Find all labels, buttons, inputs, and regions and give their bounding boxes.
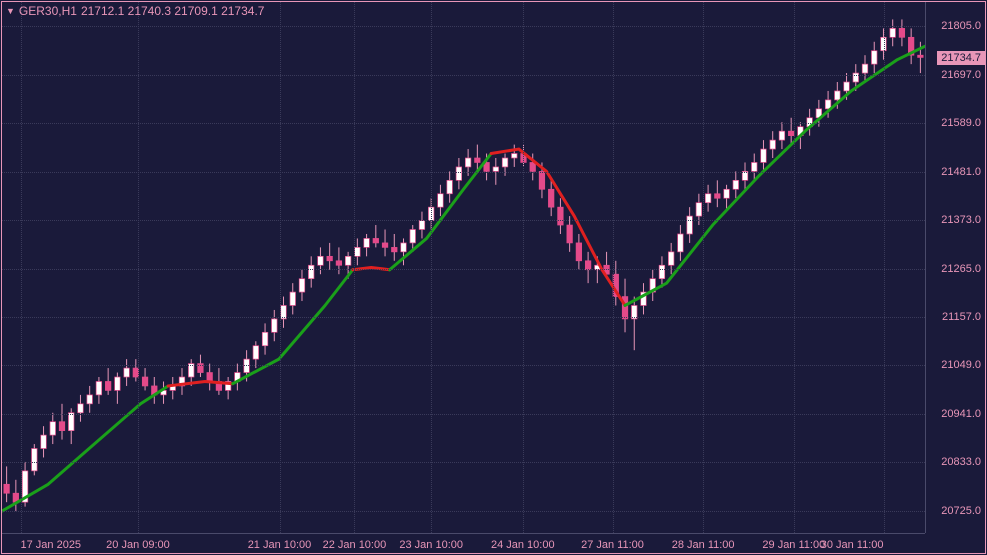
y-tick-label: 20941.0	[941, 408, 981, 420]
gridline-h	[2, 26, 925, 27]
ohlc-label: 21712.1 21740.3 21709.1 21734.7	[81, 4, 265, 18]
x-tick-label: 23 Jan 10:00	[399, 539, 463, 551]
gridline-h	[2, 269, 925, 270]
gridline-h	[2, 365, 925, 366]
gridline-h	[2, 462, 925, 463]
plot-area[interactable]	[2, 2, 925, 533]
x-tick-label: 30 Jan 11:00	[821, 539, 884, 551]
x-tick-label: 17 Jan 2025	[21, 539, 82, 551]
gridline-h	[2, 511, 925, 512]
x-tick-label: 24 Jan 10:00	[491, 539, 555, 551]
gridline-v	[138, 2, 139, 533]
y-tick-label: 21805.0	[941, 20, 981, 32]
x-tick-label: 20 Jan 09:00	[106, 539, 170, 551]
gridline-v	[613, 2, 614, 533]
gridline-v	[794, 2, 795, 533]
gridline-v	[431, 2, 432, 533]
chart-header: ▼ GER30,H1 21712.1 21740.3 21709.1 21734…	[6, 4, 264, 18]
y-tick-label: 20725.0	[941, 505, 981, 517]
y-tick-label: 20833.0	[941, 456, 981, 468]
x-tick-label: 28 Jan 11:00	[672, 539, 735, 551]
y-axis: 20725.0 20833.0 20941.0 21049.0 21157.0 21265…	[925, 2, 985, 533]
chart-container[interactable]: ▼ GER30,H1 21712.1 21740.3 21709.1 21734…	[1, 1, 986, 554]
y-tick-label: 21481.0	[941, 166, 981, 178]
x-tick-label: 29 Jan 11:00	[762, 539, 825, 551]
gridline-v	[703, 2, 704, 533]
gridline-h	[2, 220, 925, 221]
dropdown-icon[interactable]: ▼	[6, 6, 15, 16]
gridline-h	[2, 172, 925, 173]
gridline-v	[884, 2, 885, 533]
y-tick-label: 21157.0	[942, 311, 981, 323]
gridline-v	[354, 2, 355, 533]
x-tick-label: 22 Jan 10:00	[323, 539, 387, 551]
y-tick-label: 21697.0	[941, 69, 981, 81]
gridline-v	[280, 2, 281, 533]
x-tick-label: 27 Jan 11:00	[581, 539, 644, 551]
y-tick-label: 21265.0	[941, 263, 981, 275]
gridline-v	[21, 2, 22, 533]
gridline-h	[2, 75, 925, 76]
symbol-label: GER30,H1	[19, 4, 77, 18]
gridline-h	[2, 317, 925, 318]
x-axis: 17 Jan 2025 20 Jan 09:00 21 Jan 10:00 22 Ja…	[2, 533, 925, 553]
moving-average-layer	[2, 2, 925, 533]
y-tick-label: 21049.0	[941, 359, 981, 371]
y-tick-label: 21589.0	[941, 117, 981, 129]
x-tick-label: 21 Jan 10:00	[248, 539, 312, 551]
current-price-tag: 21734.7	[937, 51, 985, 65]
gridline-v	[523, 2, 524, 533]
y-tick-label: 21373.0	[941, 214, 981, 226]
gridline-h	[2, 123, 925, 124]
gridline-h	[2, 414, 925, 415]
